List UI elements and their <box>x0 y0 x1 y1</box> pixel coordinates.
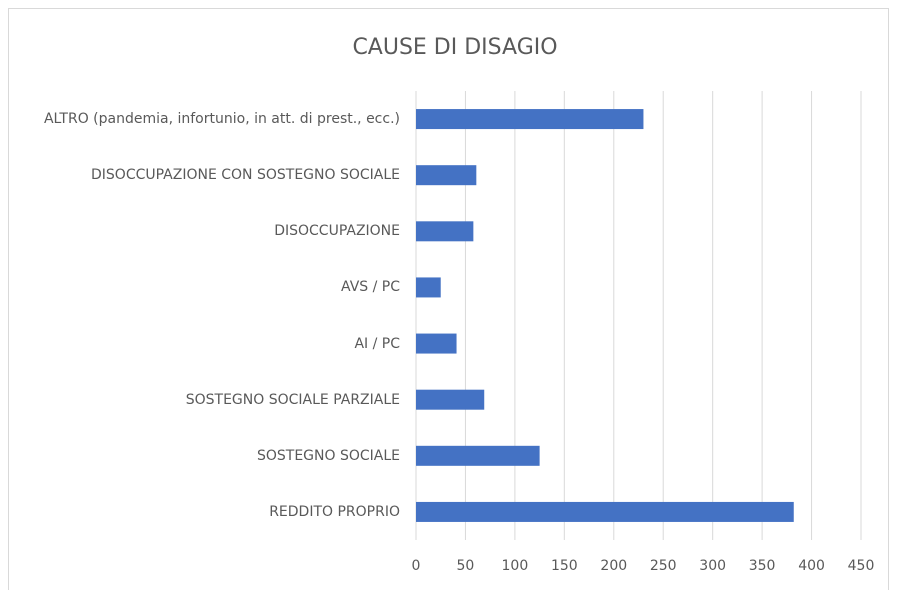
x-tick-label: 300 <box>699 558 726 574</box>
y-tick-label: SOSTEGNO SOCIALE <box>256 447 400 464</box>
y-tick-label: DISOCCUPAZIONE CON SOSTEGNO SOCIALE <box>91 167 400 184</box>
x-tick-label: 150 <box>551 558 578 574</box>
y-tick-label: AVS / PC <box>341 279 400 296</box>
bar <box>416 445 540 466</box>
bar <box>416 501 794 522</box>
bar <box>416 277 441 298</box>
x-tick-label: 400 <box>798 558 825 574</box>
y-tick-label: AI / PC <box>354 335 400 352</box>
x-tick-label: 50 <box>457 558 475 574</box>
x-tick-label: 250 <box>650 558 677 574</box>
bar <box>416 333 457 354</box>
x-tick-label: 0 <box>412 558 421 574</box>
bar <box>416 389 485 410</box>
chart-title: CAUSE DI DISAGIO <box>352 35 557 60</box>
chart-border <box>8 8 889 590</box>
x-tick-label: 100 <box>502 558 529 574</box>
y-tick-label: SOSTEGNO SOCIALE PARZIALE <box>185 391 400 408</box>
y-tick-label: REDDITO PROPRIO <box>269 503 400 520</box>
y-tick-label: DISOCCUPAZIONE <box>274 223 400 240</box>
x-tick-label: 350 <box>749 558 776 574</box>
bar <box>416 109 644 130</box>
bar <box>416 221 474 242</box>
x-tick-label: 200 <box>600 558 627 574</box>
bar <box>416 165 477 186</box>
y-tick-label: ALTRO (pandemia, infortunio, in att. di … <box>43 111 400 128</box>
x-tick-label: 450 <box>848 558 875 574</box>
